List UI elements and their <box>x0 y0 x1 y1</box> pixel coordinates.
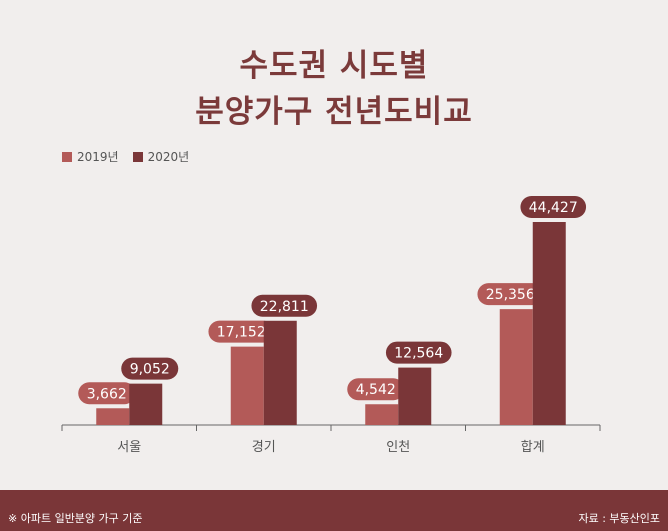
bar-2020 <box>129 383 163 425</box>
x-tick-label: 인천 <box>386 440 410 455</box>
legend-label-2020: 2020년 <box>147 150 190 164</box>
data-label-bg <box>251 294 318 317</box>
legend-item-2020: 2020년 <box>132 148 190 165</box>
legend-item-2019: 2019년 <box>62 148 119 165</box>
x-tick-label: 경기 <box>252 440 276 455</box>
footer-source: 자료 : 부동산인포 <box>578 512 660 525</box>
data-label-bg <box>477 283 544 306</box>
data-label: 22,811 <box>260 299 309 315</box>
bar-2019 <box>96 408 130 425</box>
data-label-bg <box>520 196 587 218</box>
data-label-bg <box>78 382 136 405</box>
data-label-bg <box>121 357 179 380</box>
bar-2020 <box>398 367 432 425</box>
legend-label-2019: 2019년 <box>77 150 119 164</box>
footer-note: ※ 아파트 일반분양 가구 기준 <box>8 512 143 525</box>
data-label: 44,427 <box>529 200 578 216</box>
data-label-bg <box>347 378 405 401</box>
bar-2019 <box>230 346 264 425</box>
data-label: 12,564 <box>394 346 443 362</box>
bar-2020 <box>532 222 566 425</box>
bar-2019 <box>365 404 399 425</box>
data-label: 9,052 <box>130 362 170 378</box>
legend-swatch-2020 <box>132 151 143 162</box>
legend-swatch-2019 <box>62 151 72 162</box>
data-label-bg <box>385 341 452 364</box>
chart-title-line2: 분양가구 전년도비교 <box>195 94 473 130</box>
x-tick-label: 합계 <box>521 440 545 455</box>
data-label: 3,662 <box>87 386 127 402</box>
bar-2019 <box>499 309 533 425</box>
bar-2020 <box>263 320 297 425</box>
legend: 2019년 2020년 <box>62 148 203 165</box>
data-label-bg <box>208 320 275 343</box>
data-label: 17,152 <box>217 325 266 341</box>
x-tick-label: 서울 <box>117 440 141 455</box>
footer-bar: ※ 아파트 일반분양 가구 기준 자료 : 부동산인포 <box>0 490 668 531</box>
data-label: 25,356 <box>486 287 535 303</box>
data-label: 4,542 <box>356 382 396 398</box>
chart-title-line1: 수도권 시도별 <box>239 48 429 84</box>
